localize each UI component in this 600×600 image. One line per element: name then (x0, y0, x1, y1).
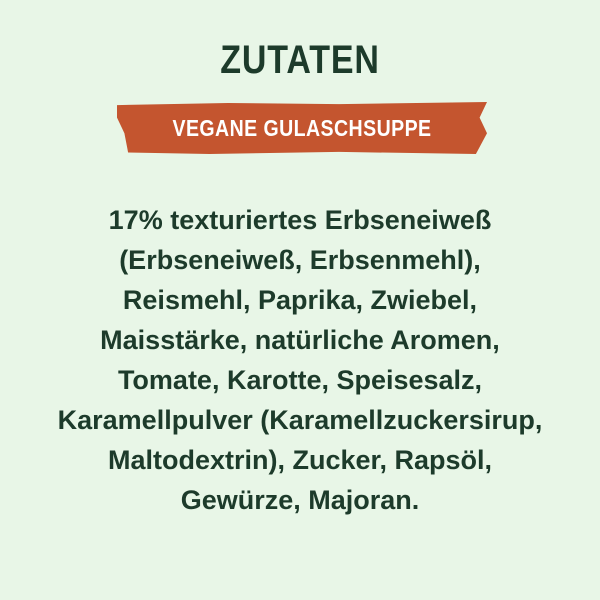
subtitle: VEGANE GULASCHSUPPE (172, 115, 432, 141)
ingredients-line: Maisstärke, natürliche Aromen, (100, 325, 500, 355)
ingredients-line: Reismehl, Paprika, Zwiebel, (122, 285, 478, 315)
ingredients-line: Karamellpulver (Karamellzuckersirup, (57, 405, 543, 435)
ingredients-line: 17% texturiertes Erbseneiweß (108, 205, 492, 235)
ingredients-line: Tomate, Karotte, Speisesalz, (117, 365, 483, 395)
ingredients-list: 17% texturiertes Erbseneiweß (Erbseneiwe… (0, 200, 600, 520)
subtitle-banner (117, 102, 487, 154)
ingredients-line: (Erbseneiweß, Erbsenmehl), (119, 245, 481, 275)
ingredients-line: Gewürze, Majoran. (180, 485, 420, 515)
page-title: ZUTATEN (220, 38, 380, 82)
ingredients-line: Maltodextrin), Zucker, Rapsöl, (107, 445, 493, 475)
